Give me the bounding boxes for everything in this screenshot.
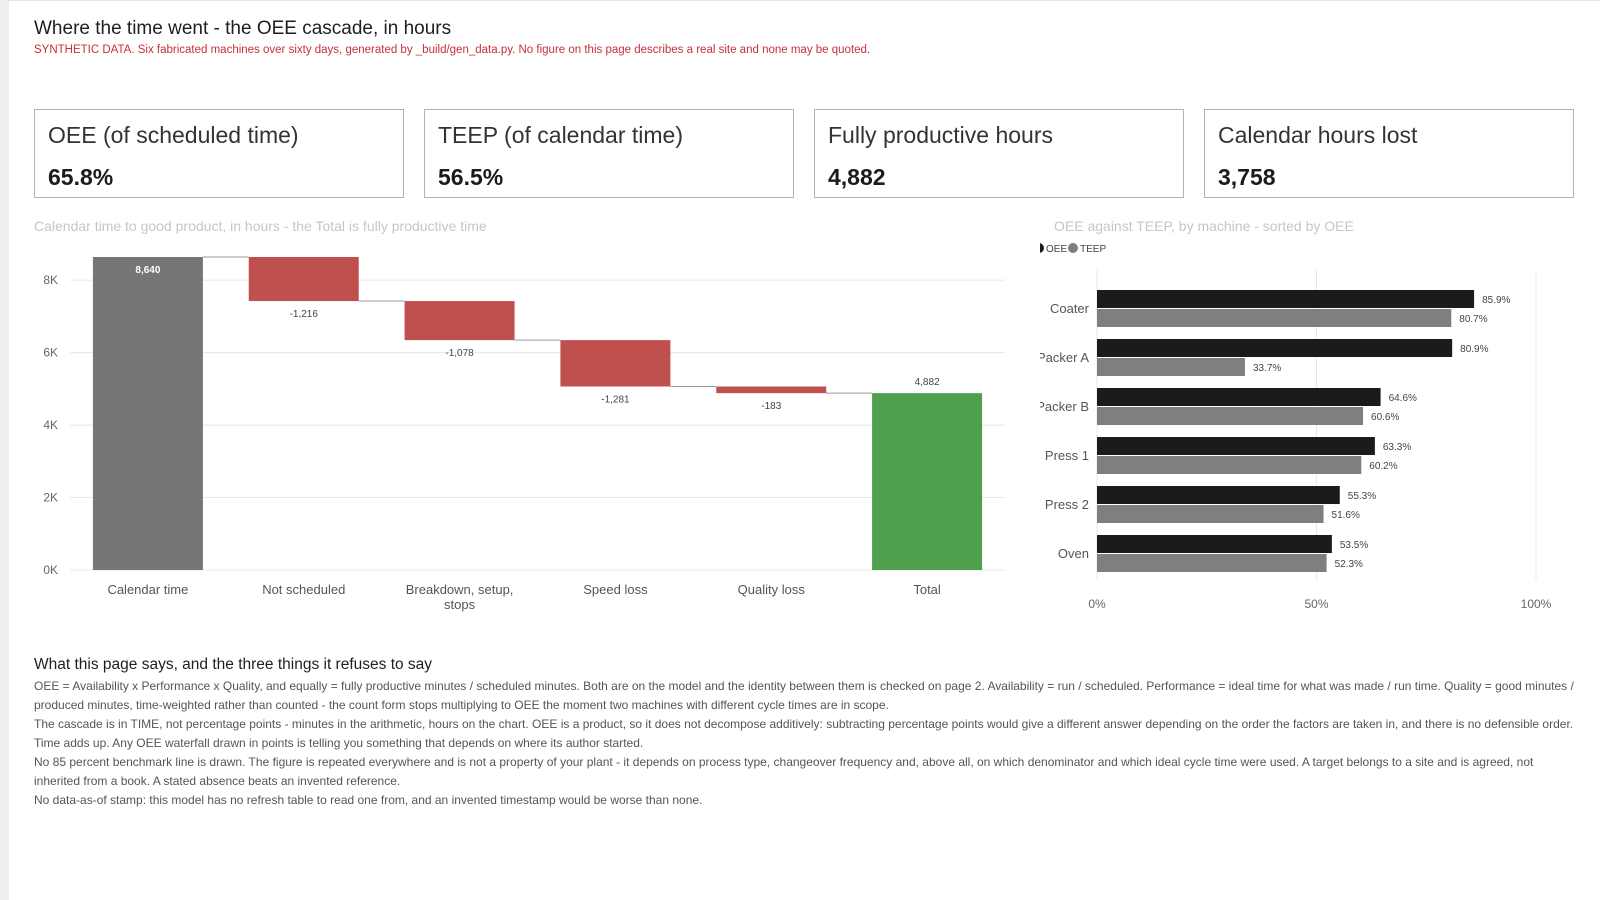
legend-marker <box>1040 243 1044 253</box>
x-tick-label: 50% <box>1304 597 1328 611</box>
y-tick-label: 0K <box>43 563 58 577</box>
legend-label: TEEP <box>1080 244 1106 255</box>
x-tick-label: 100% <box>1521 597 1552 611</box>
data-label: -183 <box>761 401 781 412</box>
y-category-label: Packer A <box>1040 350 1089 365</box>
waterfall-bar <box>248 257 359 302</box>
kpi-card-value: 3,758 <box>1218 164 1276 190</box>
x-category-label: Calendar time <box>107 582 188 597</box>
data-label: 8,640 <box>135 265 160 276</box>
waterfall-bar <box>92 257 203 570</box>
machine-bar <box>1097 505 1324 523</box>
data-label: -1,078 <box>445 348 474 359</box>
machine-bars-chart-title: OEE against TEEP, by machine - sorted by… <box>1054 218 1354 234</box>
x-category-label: Quality loss <box>738 582 806 597</box>
y-category-label: Oven <box>1058 546 1089 561</box>
data-label: 63.3% <box>1383 442 1411 453</box>
y-category-label: Press 1 <box>1045 448 1089 463</box>
y-tick-label: 2K <box>43 491 58 505</box>
y-category-label: Press 2 <box>1045 497 1089 512</box>
data-label: 80.9% <box>1460 344 1488 355</box>
kpi-card-teep[interactable]: TEEP (of calendar time) 56.5% <box>424 109 794 198</box>
waterfall-bar <box>404 301 515 341</box>
kpi-card-hours-lost[interactable]: Calendar hours lost 3,758 <box>1204 109 1574 198</box>
machine-bar <box>1097 437 1375 455</box>
kpi-card-label: Fully productive hours <box>828 122 1053 148</box>
y-tick-label: 8K <box>43 273 58 287</box>
waterfall-bar <box>716 386 827 394</box>
data-label: 51.6% <box>1332 510 1360 521</box>
data-label: 52.3% <box>1335 559 1363 570</box>
data-label: 53.5% <box>1340 540 1368 551</box>
data-label: 33.7% <box>1253 363 1281 374</box>
y-tick-label: 4K <box>43 418 58 432</box>
data-label: 64.6% <box>1389 393 1417 404</box>
x-category-label: Total <box>913 582 941 597</box>
notes-paragraph: No data-as-of stamp: this model has no r… <box>34 793 703 807</box>
kpi-card-value: 65.8% <box>48 164 114 190</box>
kpi-card-value: 4,882 <box>828 164 886 190</box>
notes-paragraph: OEE = Availability x Performance x Quali… <box>34 679 1574 712</box>
y-tick-label: 6K <box>43 346 58 360</box>
machine-bar <box>1097 388 1381 406</box>
data-label: 55.3% <box>1348 491 1376 502</box>
legend-label: OEE <box>1046 244 1067 255</box>
machine-bar <box>1097 339 1453 357</box>
x-category-label: Breakdown, setup, <box>406 582 514 597</box>
machine-bars-chart[interactable]: OEE TEEP 0% 50% 100% Coater 85.9% 80.7% Packer A… <box>1040 240 1600 640</box>
machine-bar <box>1097 358 1245 376</box>
data-label: -1,281 <box>601 395 630 406</box>
notes-section: What this page says, and the three thing… <box>34 656 1574 810</box>
machine-bar <box>1097 456 1362 474</box>
kpi-card-label: OEE (of scheduled time) <box>48 122 299 148</box>
data-label: 60.2% <box>1369 461 1397 472</box>
machine-bar <box>1097 407 1364 425</box>
x-category-label: Speed loss <box>583 582 648 597</box>
x-category-label: Not scheduled <box>262 582 345 597</box>
y-category-label: Coater <box>1050 301 1090 316</box>
machine-bar <box>1097 486 1340 504</box>
kpi-card-label: Calendar hours lost <box>1218 122 1418 148</box>
x-category-label: stops <box>444 597 476 612</box>
legend-marker <box>1068 243 1078 253</box>
kpi-card-oee[interactable]: OEE (of scheduled time) 65.8% <box>34 109 404 198</box>
waterfall-bar <box>560 340 671 387</box>
waterfall-chart[interactable]: 0K 2K 4K 6K 8K 8,640 Calendar time -1,216 Not sc… <box>0 240 1040 640</box>
notes-heading: What this page says, and the three thing… <box>34 656 433 673</box>
waterfall-chart-title: Calendar time to good product, in hours … <box>34 218 487 234</box>
kpi-card-productive-hours[interactable]: Fully productive hours 4,882 <box>814 109 1184 198</box>
data-label: 60.6% <box>1371 412 1399 423</box>
y-category-label: Packer B <box>1040 399 1089 414</box>
page-title: Where the time went - the OEE cascade, i… <box>34 18 452 39</box>
kpi-card-value: 56.5% <box>438 164 504 190</box>
data-label: -1,216 <box>290 309 319 320</box>
synthetic-data-warning: SYNTHETIC DATA. Six fabricated machines … <box>34 44 871 56</box>
data-label: 4,882 <box>915 377 940 388</box>
data-label: 80.7% <box>1459 314 1487 325</box>
machine-bar <box>1097 554 1327 572</box>
notes-paragraph: The cascade is in TIME, not percentage p… <box>34 717 1574 750</box>
machine-bar <box>1097 535 1332 553</box>
notes-paragraph: No 85 percent benchmark line is drawn. T… <box>34 755 1534 788</box>
data-label: 85.9% <box>1482 295 1510 306</box>
x-tick-label: 0% <box>1088 597 1106 611</box>
waterfall-bar <box>872 393 983 570</box>
machine-bar <box>1097 309 1452 327</box>
kpi-card-label: TEEP (of calendar time) <box>438 122 684 148</box>
machine-bar <box>1097 290 1475 308</box>
